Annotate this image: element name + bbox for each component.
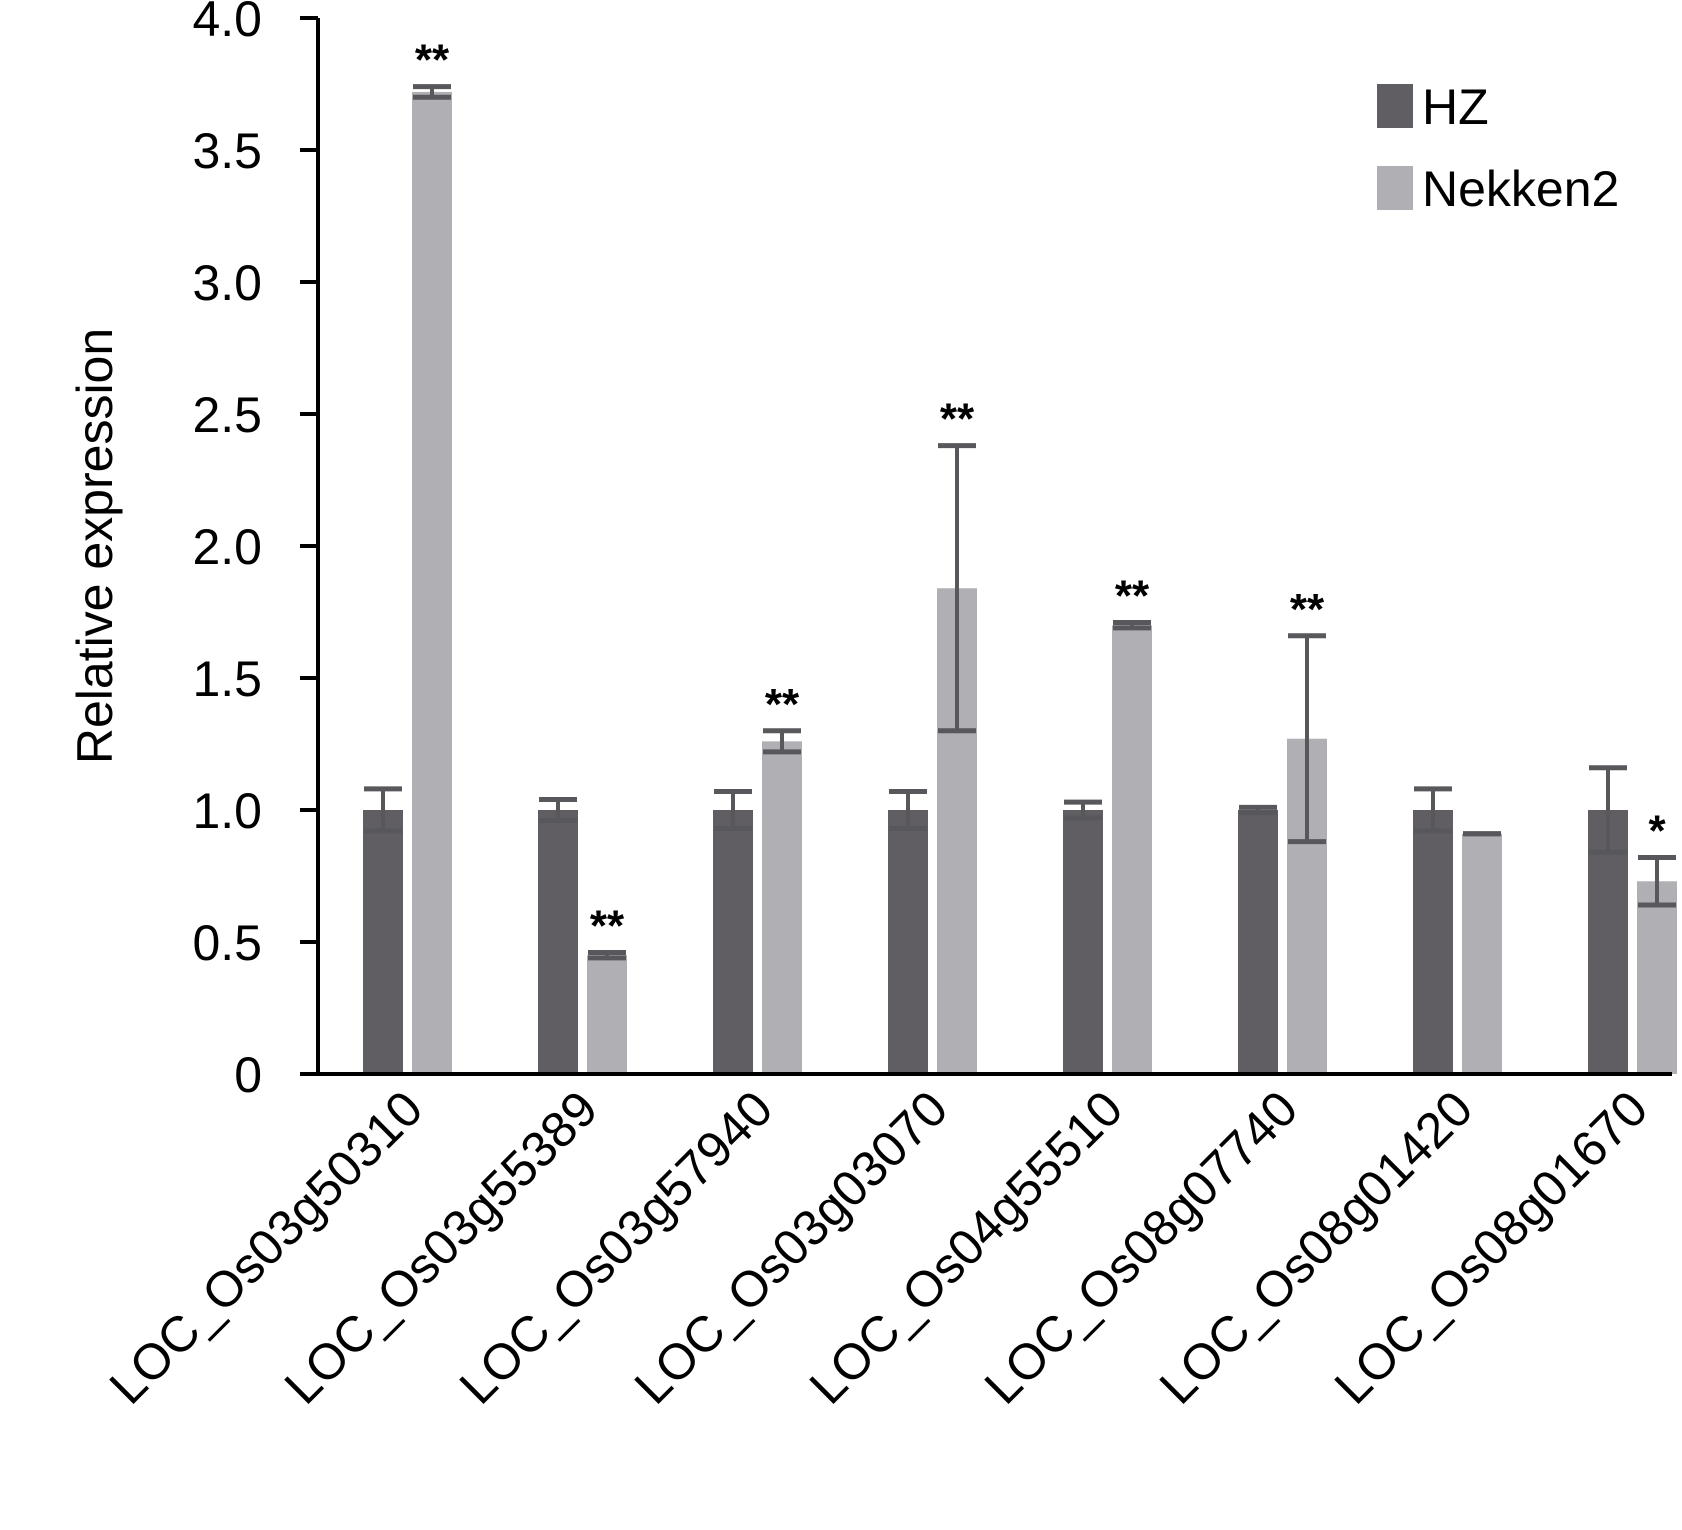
significance-label: ** [1290,585,1325,634]
error-bar [889,789,927,831]
y-tick-label: 2.0 [192,519,262,575]
bar-hz [713,810,753,1074]
legend-label-hz: HZ [1422,79,1489,135]
y-tick-label: 3.5 [192,123,262,179]
significance-label: * [1648,807,1666,856]
y-tick-label: 1.5 [192,651,262,707]
bar-nekken2 [1462,833,1502,1074]
significance-layer: ********** *** [415,36,1667,951]
error-bars-layer [364,84,1676,961]
bar-nekken2 [1637,881,1677,1074]
significance-label: ** [1115,572,1150,621]
x-tick-labels: LOC_Os03g50310LOC_Os03g55389LOC_Os03g579… [99,1080,1658,1414]
bar-hz [1063,810,1103,1074]
x-tick-label: LOC_Os08g01670 [1324,1080,1658,1414]
error-bar [938,443,976,734]
significance-label: ** [940,395,975,444]
bar-nekken2 [1112,625,1152,1074]
bar-nekken2 [762,741,802,1074]
y-ticks: 0 0.5 1.0 1.5 2.0 2.5 3.0 3.5 4.0 [192,0,318,1103]
x-tick-label: LOC_Os08g07740 [974,1080,1308,1414]
y-tick-label: 4.0 [192,0,262,47]
error-bar [539,796,577,824]
error-bar [1239,804,1277,816]
bar-hz [888,810,928,1074]
x-tick-label: LOC_Os03g55389 [274,1080,608,1414]
x-tick-label: LOC_Os08g01420 [1149,1080,1483,1414]
legend-swatch-hz [1377,84,1413,128]
bar-nekken2 [587,955,627,1074]
error-bar [588,950,626,961]
bar-hz [1238,810,1278,1074]
error-bar [1113,620,1151,631]
x-tick-label: LOC_Os04g55510 [799,1080,1133,1414]
legend-swatch-nekken2 [1377,166,1413,210]
significance-label: ** [590,902,625,951]
error-bar [1638,855,1676,908]
bar-hz [1413,810,1453,1074]
legend-label-nekken2: Nekken2 [1422,161,1619,217]
significance-label: ** [415,36,450,85]
error-bar [364,786,402,834]
bar-hz [538,810,578,1074]
x-tick-label: LOC_Os03g57940 [449,1080,783,1414]
y-axis-title: Relative expression [67,328,123,764]
error-bar [714,789,752,831]
error-bar [1288,633,1326,845]
significance-label: ** [765,680,800,729]
error-bar [1064,799,1102,821]
error-bar [1414,786,1452,834]
y-tick-label: 0 [234,1047,262,1103]
x-tick-label: LOC_Os03g03070 [624,1080,958,1414]
error-bar [763,728,801,755]
y-tick-label: 1.0 [192,783,262,839]
bar-hz [363,810,403,1074]
legend: HZ Nekken2 [1377,79,1619,217]
y-tick-label: 0.5 [192,915,262,971]
error-bar [1589,765,1627,855]
bars-layer [363,91,1677,1075]
y-tick-label: 2.5 [192,387,262,443]
x-tick-label: LOC_Os03g50310 [99,1080,433,1414]
y-tick-label: 3.0 [192,255,262,311]
bar-nekken2 [412,91,452,1075]
error-bar [413,84,451,100]
